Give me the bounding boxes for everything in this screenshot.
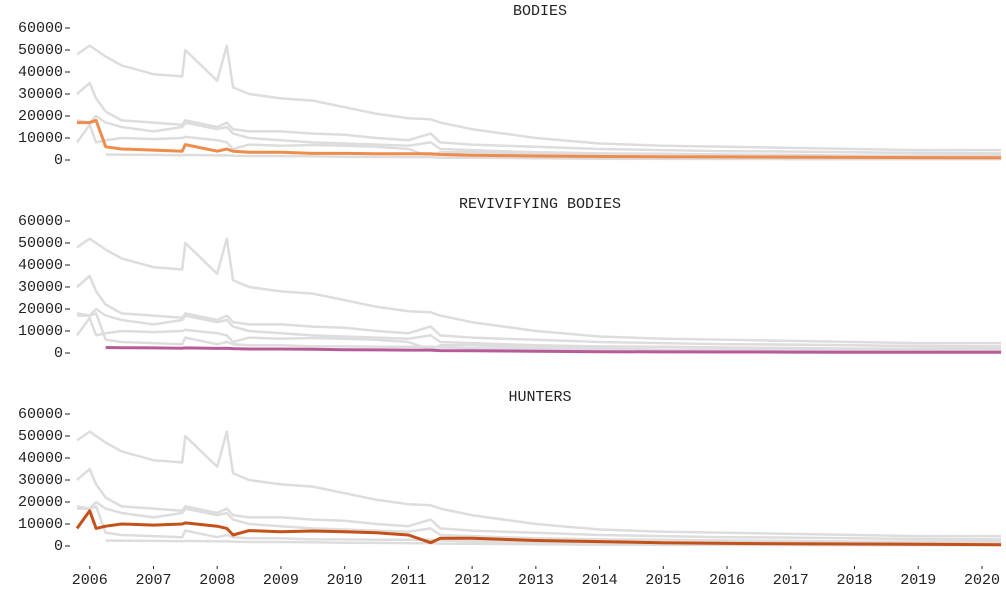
y-tick-label: 0: [54, 345, 63, 362]
x-tick-label: 2006: [72, 572, 108, 589]
x-tick-label: 2010: [327, 572, 363, 589]
y-tick-label: 10000: [18, 516, 63, 533]
y-tick-label: 10000: [18, 130, 63, 147]
y-tick-label: 60000: [18, 213, 63, 230]
x-tick-label: 2013: [518, 572, 554, 589]
x-tick-label: 2016: [709, 572, 745, 589]
y-tick-label: 40000: [18, 257, 63, 274]
x-tick-label: 2008: [199, 572, 235, 589]
y-tick-label: 30000: [18, 86, 63, 103]
context-line: [76, 467, 1002, 541]
x-tick-label: 2020: [964, 572, 1000, 589]
x-tick-label: 2017: [773, 572, 809, 589]
x-tick-label: 2009: [263, 572, 299, 589]
y-tick-label: 10000: [18, 323, 63, 340]
y-tick-label: 20000: [18, 494, 63, 511]
context-line: [76, 430, 1002, 538]
context-line: [76, 114, 1002, 157]
context-line: [105, 153, 1002, 161]
x-tick-label: 2019: [900, 572, 936, 589]
panel-title: BODIES: [513, 3, 567, 20]
highlight-line: [75, 509, 1002, 547]
x-tick-label: 2015: [645, 572, 681, 589]
context-line: [76, 81, 1002, 155]
context-line: [76, 274, 1002, 348]
y-tick-label: 60000: [18, 406, 63, 423]
y-tick-label: 50000: [18, 235, 63, 252]
y-tick-label: 50000: [18, 428, 63, 445]
y-tick-label: 0: [54, 152, 63, 169]
x-tick-label: 2012: [454, 572, 490, 589]
context-line: [105, 539, 1002, 547]
context-line: [76, 307, 1002, 350]
y-tick-label: 40000: [18, 450, 63, 467]
x-tick-label: 2014: [582, 572, 618, 589]
highlight-line: [77, 118, 1002, 160]
y-tick-label: 60000: [18, 20, 63, 37]
y-tick-label: 40000: [18, 64, 63, 81]
y-tick-label: 50000: [18, 42, 63, 59]
x-tick-label: 2007: [135, 572, 171, 589]
y-tick-label: 20000: [18, 108, 63, 125]
y-tick-label: 30000: [18, 279, 63, 296]
context-line: [76, 237, 1002, 345]
x-tick-label: 2011: [390, 572, 426, 589]
y-tick-label: 20000: [18, 301, 63, 318]
highlight-line: [105, 346, 1002, 354]
context-line: [76, 44, 1002, 152]
y-tick-label: 30000: [18, 472, 63, 489]
y-tick-label: 0: [54, 538, 63, 555]
x-tick-label: 2018: [837, 572, 873, 589]
panel-title: REVIVIFYING BODIES: [459, 196, 621, 213]
panel-title: HUNTERS: [508, 389, 571, 406]
context-line: [75, 316, 1002, 353]
context-line: [76, 500, 1002, 543]
